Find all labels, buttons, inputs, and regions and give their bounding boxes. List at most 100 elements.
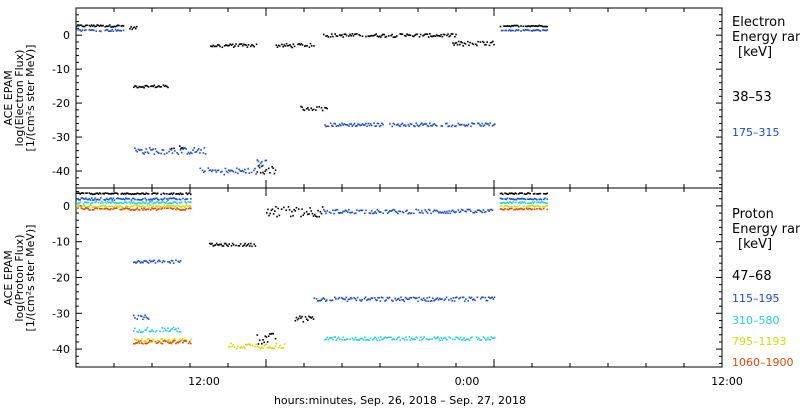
panel1-series4-point [86,207,88,209]
panel1-series1-point [168,260,170,263]
panel1-series0-point [532,193,535,195]
panel1-series1-point [160,198,162,200]
panel1-series1-point [130,199,133,201]
panel0-series1-point [122,29,125,32]
proton-legend: Proton Energy range [keV] 47–68 115–195 … [732,207,800,369]
panel1-series1-point [126,198,128,200]
panel1-series2-point [123,201,126,204]
panel1-series4-point [139,340,142,342]
panel0-series0-point [112,26,115,28]
panel1-series1-point [152,197,154,200]
panel1-series3-point [511,205,513,208]
panel1-series1-point [140,199,143,201]
panel0-series1-point [215,171,218,173]
panel1-series2-point [482,336,485,338]
panel0-series0-point [527,25,529,27]
panel1-series1-point [384,300,386,302]
panel1-series3-point [86,206,88,208]
panel1-series2-point [479,339,481,341]
panel0-series1-point [90,29,93,31]
panel1-series1-point [106,198,109,201]
panel1-series2-point [439,339,441,342]
panel0-series0-point [256,171,259,173]
panel1-series1-point [333,212,335,215]
panel0-series1-point [107,30,110,33]
panel1-series2-point [122,202,125,205]
panel1-series4-point [131,208,134,211]
panel1-series2-point [387,336,390,339]
panel0-series0-point [513,24,515,27]
panel1-series3-point [161,338,164,340]
panel1-series1-point [462,296,465,299]
panel1-series1-point [131,197,134,200]
panel0-series1-point [483,124,486,127]
panel0-series1-point [109,30,111,32]
panel1-series2-point [411,338,414,341]
panel1-series0-point [237,244,240,247]
panel1-series3-point [523,205,526,208]
panel0-series0-point [409,34,412,37]
panel1-series0-point [95,192,97,195]
panel1-series1-point [456,296,458,299]
panel1-series0-point [142,192,144,195]
panel1-series1-point [338,296,341,299]
panel0-series1-point [166,152,168,154]
panel1-series1-point [378,296,381,299]
panel0-series1-point [352,124,355,126]
panel1-series1-point [136,261,139,263]
panel1-series0-point [318,215,321,218]
panel1-series2-point [161,327,164,329]
panel0-series0-point [403,34,406,37]
panel1-series1-point [142,198,144,200]
panel0-series1-point [486,123,488,125]
panel1-series2-point [134,202,136,205]
panel0-series1-point [444,122,447,125]
panel1-series1-point [136,318,139,320]
panel0-series0-point [400,33,403,35]
panel0-series1-point [399,125,401,128]
panel1-series2-point [111,200,113,203]
panel0-series0-point [376,35,379,37]
panel1-series1-point [336,208,339,211]
panel0-series1-point [105,28,108,31]
panel1-y-tick-label: 0 [63,200,70,213]
panel1-series0-point [89,193,92,195]
panel1-series3-point [178,338,181,340]
panel1-series3-point [137,205,140,207]
panel0-series0-point [503,25,505,28]
panel1-series4-point [509,207,512,210]
panel1-series1-point [428,296,431,299]
electron-ylabel-line2: log(Electron Flux) [13,50,26,147]
panel1-series2-point [151,329,153,331]
panel1-series0-point [219,243,221,246]
panel0-series0-point [269,172,271,174]
panel0-series1-point [204,170,206,173]
panel1-series2-point [112,201,115,203]
panel1-series2-point [185,202,188,204]
panel1-series1-point [386,296,389,299]
panel0-series1-point [366,125,368,128]
panel1-series2-point [374,336,376,339]
panel0-series0-point [129,28,131,30]
panel1-series4-point [154,340,157,343]
panel0-series1-point [530,29,533,32]
panel1-series1-point [378,211,381,213]
panel1-series1-point [370,210,373,212]
panel1-series3-point [281,347,284,349]
panel1-series2-point [471,336,473,338]
panel0-series1-point [265,159,268,162]
panel1-series0-point [263,341,265,344]
panel0-series1-point [541,29,544,31]
panel1-series0-point [135,193,137,195]
panel1-series4-point [180,209,183,211]
panel1-series1-point [375,212,378,215]
panel1-series1-point [167,261,169,263]
panel0-series1-point [466,125,469,127]
panel1-series0-point [292,214,294,217]
panel0-series0-point [215,45,218,48]
panel0-series0-point [302,108,305,111]
panel1-series3-point [265,343,268,346]
panel1-series2-point [536,201,538,204]
panel1-series4-point [171,208,174,210]
panel1-series1-point [144,260,146,262]
